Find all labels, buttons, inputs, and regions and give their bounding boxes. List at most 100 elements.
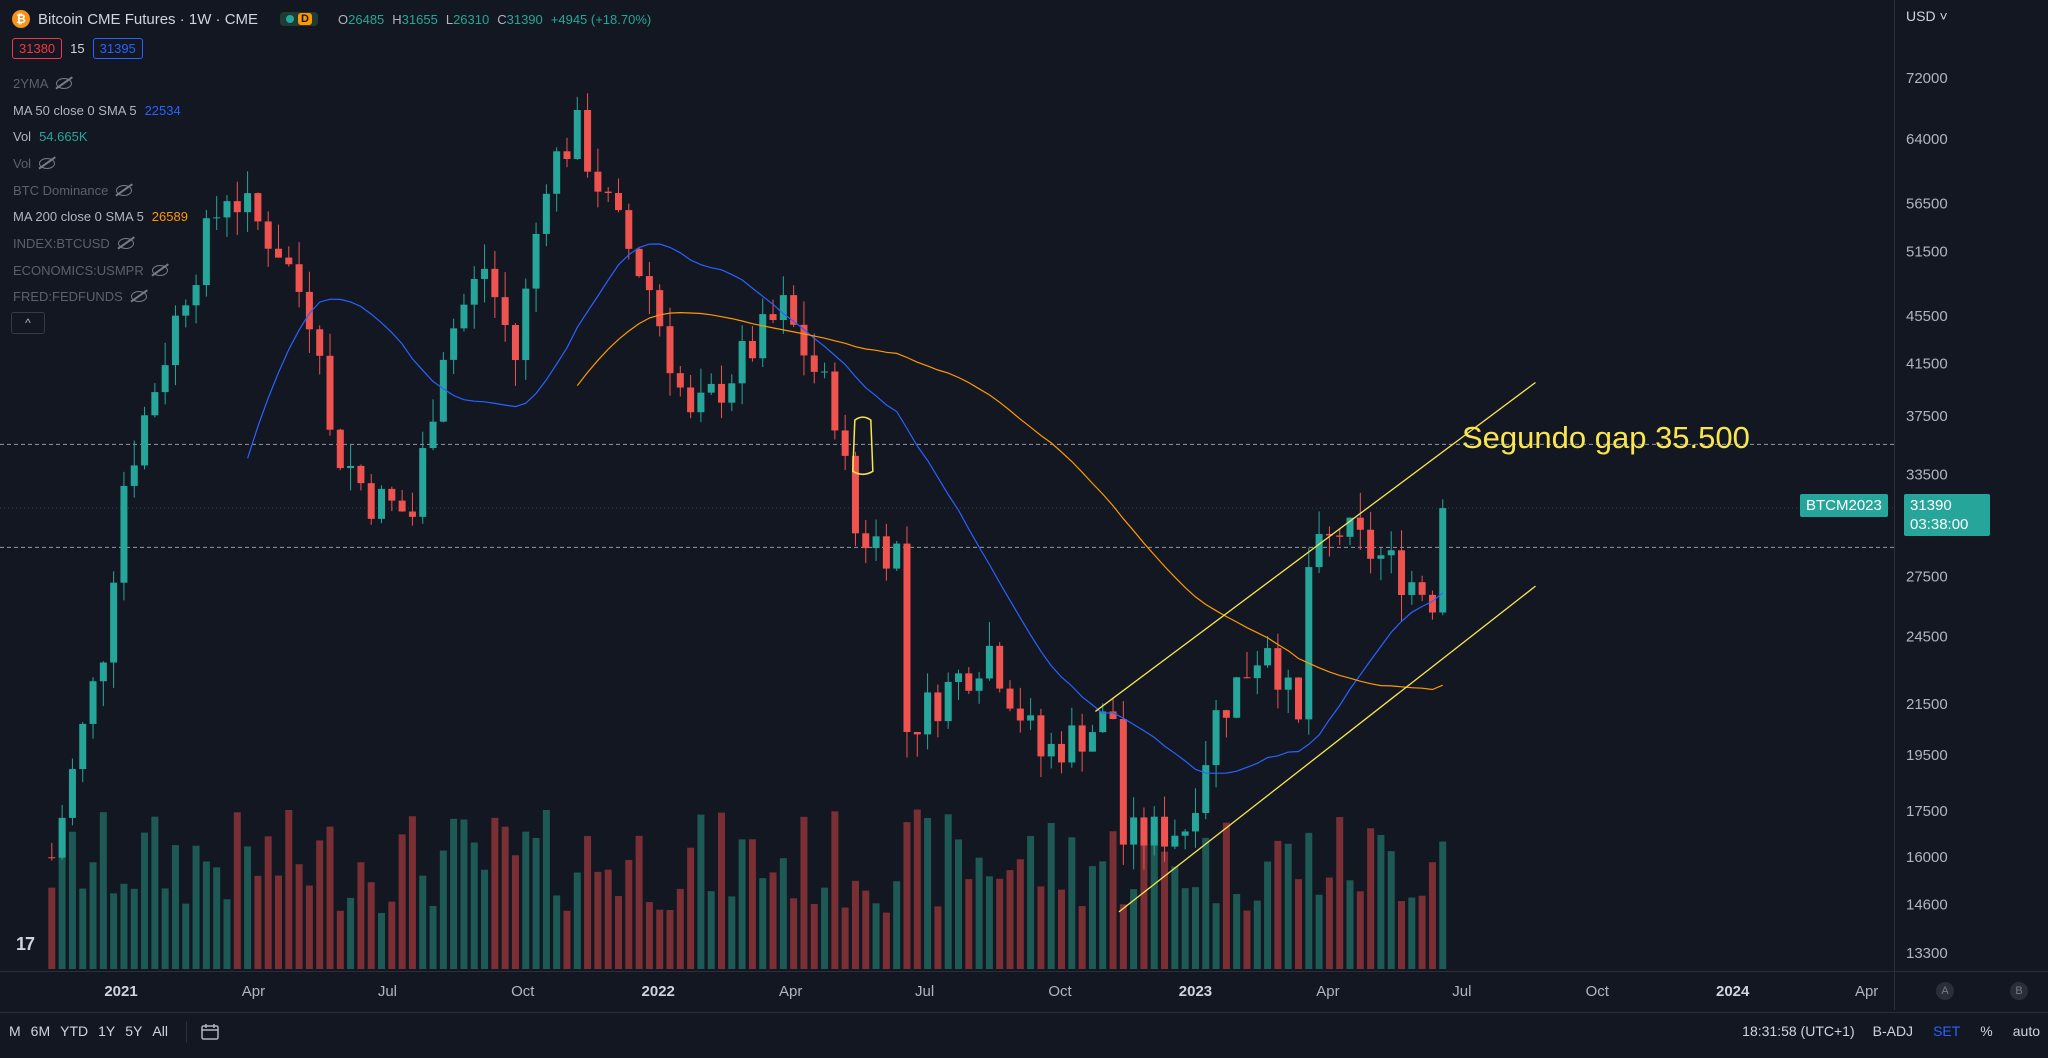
candle-body[interactable]: [171, 315, 179, 366]
legend-row[interactable]: Vol: [13, 150, 188, 177]
session-toggle[interactable]: SET: [1933, 1023, 1961, 1039]
channel-upper-line[interactable]: [1094, 382, 1536, 712]
candle-body[interactable]: [1027, 715, 1035, 721]
candle-body[interactable]: [1315, 534, 1323, 568]
candle-body[interactable]: [305, 291, 313, 330]
candle-body[interactable]: [635, 248, 643, 277]
candle-body[interactable]: [388, 488, 396, 501]
candle-body[interactable]: [1418, 582, 1426, 595]
candle-body[interactable]: [821, 371, 829, 373]
candle-body[interactable]: [79, 723, 87, 770]
legend-row[interactable]: FRED:FEDFUNDS: [13, 284, 188, 311]
calendar-icon[interactable]: [200, 1023, 220, 1041]
candle-body[interactable]: [573, 109, 581, 159]
candle-body[interactable]: [913, 732, 921, 735]
hidden-eye-icon[interactable]: [116, 184, 133, 196]
candle-body[interactable]: [604, 191, 612, 194]
candle-body[interactable]: [532, 233, 540, 289]
candle-body[interactable]: [841, 430, 849, 456]
candle-body[interactable]: [893, 543, 901, 569]
ma50-line[interactable]: [247, 243, 1444, 774]
data-status-badge[interactable]: D: [280, 12, 318, 26]
auto-scale-toggle[interactable]: auto: [2012, 1023, 2040, 1039]
candle-body[interactable]: [1016, 708, 1024, 721]
candle-body[interactable]: [141, 415, 149, 466]
candle-body[interactable]: [336, 429, 344, 469]
sell-price-button[interactable]: 31380: [12, 38, 63, 59]
currency-selector[interactable]: USD ˅: [1906, 8, 1948, 24]
candle-body[interactable]: [831, 371, 839, 431]
candle-body[interactable]: [491, 268, 499, 298]
candle-body[interactable]: [676, 373, 684, 388]
candle-body[interactable]: [68, 769, 76, 818]
candle-body[interactable]: [985, 645, 993, 679]
candle-body[interactable]: [800, 324, 808, 356]
candle-body[interactable]: [274, 248, 282, 258]
candle-body[interactable]: [1088, 732, 1096, 752]
candle-body[interactable]: [120, 485, 128, 583]
collapse-legend-button[interactable]: ^: [11, 312, 45, 334]
candle-body[interactable]: [470, 278, 478, 305]
candle-body[interactable]: [1356, 517, 1364, 530]
candle-body[interactable]: [1264, 648, 1272, 666]
channel-lower-line[interactable]: [1118, 585, 1536, 913]
candle-body[interactable]: [728, 383, 736, 403]
ma200-line[interactable]: [576, 311, 1443, 691]
candle-body[interactable]: [738, 341, 746, 384]
legend-row[interactable]: INDEX:BTCUSD: [13, 230, 188, 257]
percent-scale-toggle[interactable]: %: [1980, 1023, 1993, 1039]
candle-body[interactable]: [1428, 594, 1436, 613]
candle-body[interactable]: [419, 448, 427, 517]
candle-body[interactable]: [1078, 725, 1086, 752]
range-button[interactable]: YTD: [60, 1023, 89, 1039]
candle-body[interactable]: [1233, 677, 1241, 718]
candle-body[interactable]: [408, 511, 416, 517]
candle-body[interactable]: [1037, 715, 1045, 757]
candle-body[interactable]: [1439, 508, 1447, 613]
candle-body[interactable]: [481, 268, 489, 279]
candle-body[interactable]: [790, 295, 798, 325]
candle-body[interactable]: [614, 193, 622, 211]
gap-marker[interactable]: [852, 416, 874, 476]
candle-body[interactable]: [1181, 831, 1189, 836]
candle-body[interactable]: [439, 359, 447, 422]
candle-body[interactable]: [687, 387, 695, 413]
legend-row[interactable]: ECONOMICS:USMPR: [13, 257, 188, 284]
candle-body[interactable]: [367, 483, 375, 519]
candle-body[interactable]: [810, 355, 818, 372]
legend-row[interactable]: 2YMA: [13, 70, 188, 97]
scale-options-button[interactable]: B: [2010, 982, 2028, 1000]
legend-row[interactable]: MA 200 close 0 SMA 5 26589: [13, 203, 188, 230]
candle-body[interactable]: [1274, 648, 1282, 690]
candle-body[interactable]: [1150, 816, 1158, 846]
candle-body[interactable]: [882, 536, 890, 569]
candle-body[interactable]: [89, 681, 97, 724]
candle-body[interactable]: [501, 297, 509, 326]
candle-body[interactable]: [1377, 555, 1385, 559]
candle-body[interactable]: [645, 276, 653, 291]
candle-body[interactable]: [542, 193, 550, 234]
candle-body[interactable]: [1068, 725, 1076, 763]
candle-body[interactable]: [213, 217, 221, 219]
candle-body[interactable]: [1305, 567, 1313, 720]
candle-body[interactable]: [264, 221, 272, 249]
candle-body[interactable]: [954, 673, 962, 682]
candle-body[interactable]: [975, 678, 983, 691]
range-button[interactable]: 6M: [30, 1023, 51, 1039]
candle-body[interactable]: [697, 392, 705, 413]
candle-body[interactable]: [1161, 816, 1169, 847]
candle-body[interactable]: [1325, 534, 1333, 536]
candle-body[interactable]: [1222, 710, 1230, 718]
candle-body[interactable]: [1253, 665, 1261, 679]
candle-body[interactable]: [192, 285, 200, 306]
candle-body[interactable]: [759, 314, 767, 359]
candle-body[interactable]: [851, 455, 859, 534]
candle-body[interactable]: [130, 465, 138, 486]
candle-body[interactable]: [594, 171, 602, 192]
candle-body[interactable]: [1243, 677, 1251, 679]
candle-body[interactable]: [1367, 529, 1375, 559]
candle-body[interactable]: [1140, 817, 1148, 846]
annotation-label[interactable]: Segundo gap 35.500: [1462, 420, 1750, 455]
candle-body[interactable]: [718, 383, 726, 403]
candle-body[interactable]: [522, 288, 530, 361]
